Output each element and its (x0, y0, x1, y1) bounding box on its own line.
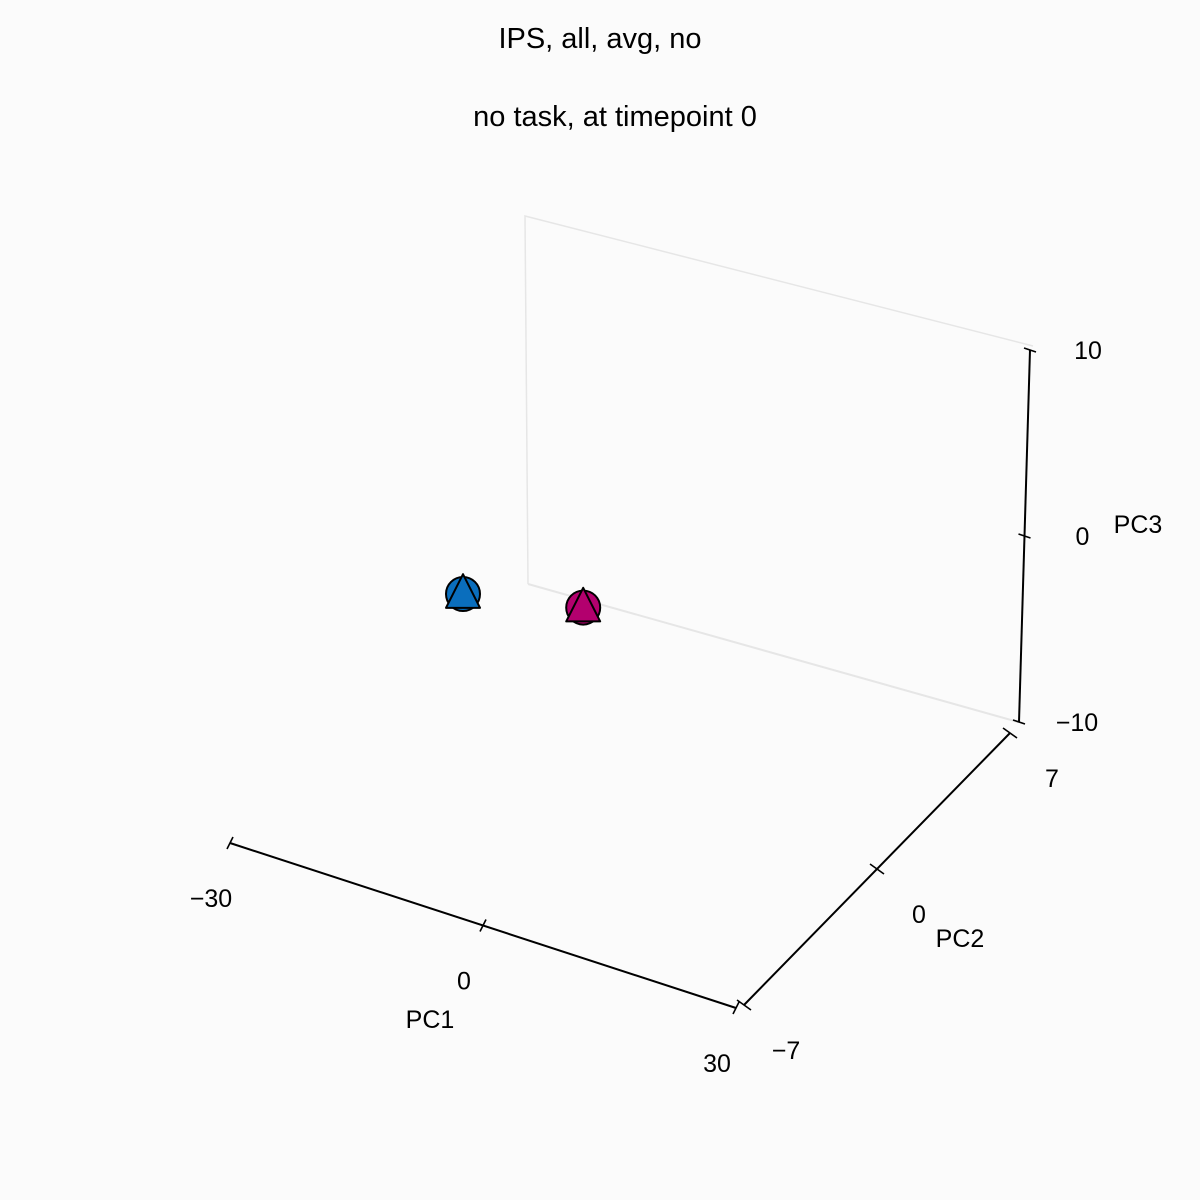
y-axis-tick-label: −7 (772, 1037, 801, 1065)
x-axis-label: PC1 (406, 1006, 455, 1034)
z-axis-tick-label: 0 (1076, 523, 1090, 551)
y-axis-tick (869, 863, 885, 875)
ticks: −30 0 30 −7 0 7 −10 0 10 (190, 337, 1102, 1078)
z-axis-label: PC3 (1114, 511, 1163, 539)
series-1-triangle-marker (565, 586, 602, 623)
z-axis-tick-label: −10 (1056, 709, 1098, 737)
x-axis-tick (732, 1001, 740, 1015)
x-axis-tick (479, 919, 487, 932)
z-axis-tick (1018, 533, 1031, 539)
back-pane-edge (524, 215, 1034, 585)
axes (229, 349, 1031, 1009)
z-axis-tick (1012, 719, 1026, 725)
chart-subtitle: no task, at timepoint 0 (473, 101, 757, 133)
z-axis-tick-label: 10 (1074, 337, 1102, 365)
z-axis-tick (1023, 347, 1037, 353)
floor-pane-edge (527, 583, 1019, 723)
x-axis-tick-label: −30 (190, 885, 232, 913)
x-axis-tick (226, 836, 234, 850)
y-axis-tick-label: 7 (1045, 765, 1059, 793)
series-0-triangle-marker (445, 573, 481, 609)
x-axis-tick-label: 0 (457, 968, 471, 996)
data-markers (445, 573, 602, 626)
y-axis-tick (1002, 727, 1018, 739)
y-axis-tick-label: 0 (912, 901, 926, 929)
y-axis-label: PC2 (936, 925, 985, 953)
y-axis-tick (736, 999, 752, 1011)
chart-title: IPS, all, avg, no (498, 23, 701, 55)
x-axis-tick-label: 30 (703, 1050, 731, 1078)
back-pane (524, 215, 1034, 723)
